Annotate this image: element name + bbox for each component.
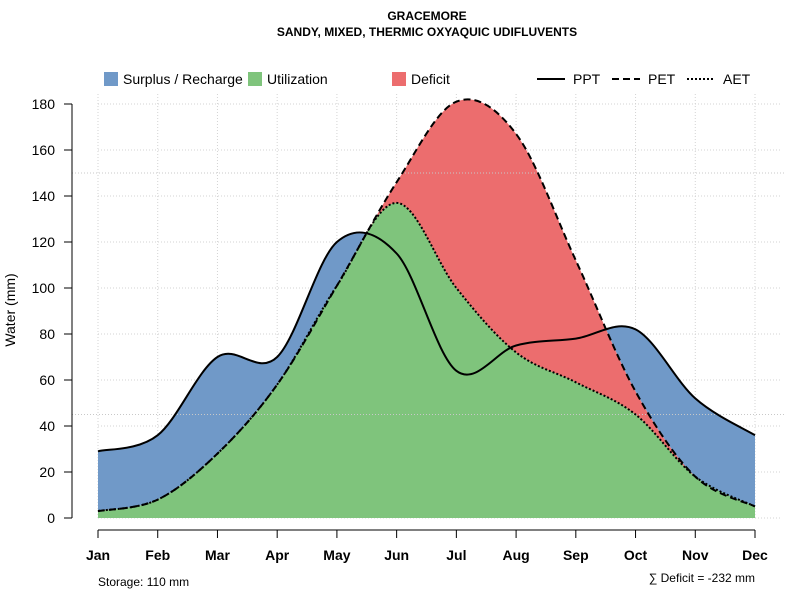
chart-title: GRACEMORE <box>387 9 466 23</box>
x-tick-label: Apr <box>265 547 290 563</box>
y-tick-label: 100 <box>32 280 56 296</box>
legend-label: AET <box>723 71 751 87</box>
legend-label: Utilization <box>267 71 328 87</box>
x-tick-label: Aug <box>502 547 529 563</box>
x-tick-label: Mar <box>205 547 230 563</box>
legend-swatch <box>104 72 118 86</box>
axes: 0 20 40 60 80 100 120 140 160 180 Jan Feb Mar Apr May J… <box>32 96 768 563</box>
reference-lines <box>72 172 785 415</box>
storage-label: Storage: 110 mm <box>98 575 189 589</box>
y-tick-label: 160 <box>32 142 56 158</box>
legend-label: Surplus / Recharge <box>123 71 243 87</box>
legend-swatch <box>248 72 262 86</box>
aet-line <box>97 201 756 513</box>
y-tick-label: 140 <box>32 188 56 204</box>
y-tick-label: 80 <box>39 326 55 342</box>
y-axis-label: Water (mm) <box>2 273 18 346</box>
legend-label: PET <box>648 71 676 87</box>
y-tick-label: 40 <box>39 418 55 434</box>
x-tick-label: Nov <box>682 547 709 563</box>
legend-label: Deficit <box>411 71 450 87</box>
legend-swatch <box>392 72 406 86</box>
x-tick-label: Jun <box>384 547 409 563</box>
x-tick-label: Oct <box>624 547 648 563</box>
utilization-area <box>98 202 755 518</box>
x-tick-label: Jan <box>86 547 110 563</box>
deficit-total-label: ∑ Deficit = -232 mm <box>649 571 755 585</box>
x-tick-label: Feb <box>145 547 170 563</box>
legend-label: PPT <box>573 71 601 87</box>
ppt-line <box>97 231 756 453</box>
x-tick-label: Dec <box>742 547 768 563</box>
chart-subtitle: SANDY, MIXED, THERMIC OXYAQUIC UDIFLUVEN… <box>277 25 577 39</box>
legend: Surplus / Recharge Utilization Deficit PPT P… <box>104 71 751 87</box>
pet-line <box>97 98 756 513</box>
x-tick-label: Sep <box>563 547 589 563</box>
y-tick-label: 0 <box>47 510 55 526</box>
y-tick-label: 120 <box>32 234 56 250</box>
y-tick-label: 20 <box>39 464 55 480</box>
x-tick-label: May <box>323 547 350 563</box>
series-lines <box>97 98 756 513</box>
areas <box>98 99 755 518</box>
x-tick-label: Jul <box>446 547 466 563</box>
y-tick-label: 60 <box>39 372 55 388</box>
y-tick-label: 180 <box>32 96 56 112</box>
